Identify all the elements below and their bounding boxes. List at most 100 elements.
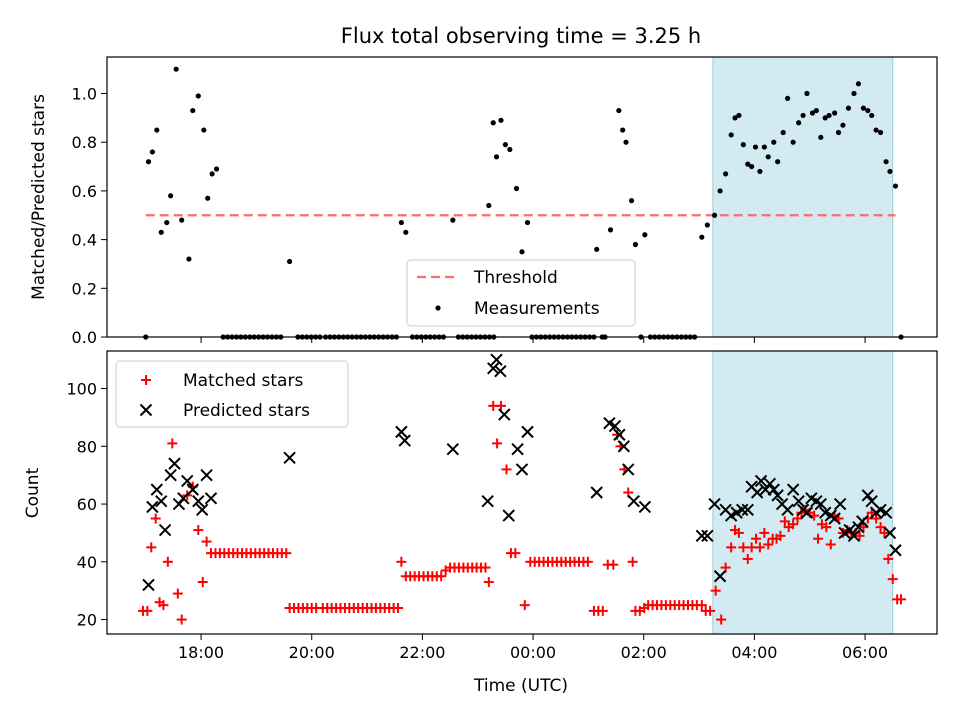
y-tick-label: 0.8 <box>72 133 97 152</box>
matched-legend-label: Matched stars <box>183 371 303 391</box>
measurement-point <box>869 112 875 119</box>
measurement-point <box>711 212 718 218</box>
measurement-point <box>195 93 201 99</box>
x-tick-label: 20:00 <box>289 643 335 662</box>
measurement-point <box>813 107 819 114</box>
measurement-point <box>835 129 842 136</box>
matched-star-point <box>150 513 161 524</box>
chart-title: Flux total observing time = 3.25 h <box>341 24 701 48</box>
measurement-point <box>855 81 862 87</box>
matched-star-point <box>779 516 790 527</box>
predicted-star-point <box>168 457 181 470</box>
measurement-point <box>632 241 639 248</box>
predicted-star-point <box>186 483 199 496</box>
matched-star-point <box>821 522 832 533</box>
measurement-point <box>892 183 899 189</box>
predicted-star-point <box>771 489 784 502</box>
predicted-star-point <box>617 440 631 453</box>
predicted-star-point <box>164 468 177 482</box>
x-tick-label: 18:00 <box>178 643 224 662</box>
matched-star-point <box>705 605 716 616</box>
measurement-point <box>845 105 852 111</box>
measurement-point <box>164 219 170 226</box>
matched-star-point <box>763 539 774 550</box>
measurement-point <box>887 168 893 175</box>
predicted-star-point <box>814 497 828 511</box>
bottom-y-axis-label: Count <box>23 467 43 518</box>
measurement-point <box>173 66 179 72</box>
matched-star-point <box>754 542 765 553</box>
matched-star-point <box>825 539 836 550</box>
predicted-star-point <box>150 483 164 496</box>
measurement-point <box>524 219 531 226</box>
matched-star-point <box>436 571 447 582</box>
measurement-point <box>699 234 705 240</box>
matched-star-point <box>396 556 407 567</box>
measurement-point <box>179 217 185 223</box>
measurement-point <box>398 219 404 226</box>
bottom-legend: Matched stars Predicted stars <box>115 360 349 428</box>
predicted-star-point <box>800 506 814 519</box>
measurement-point <box>607 227 614 233</box>
matched-star-point <box>162 556 173 567</box>
predicted-star-point <box>515 463 529 476</box>
predicted-star-point <box>847 529 861 543</box>
predicted-star-point <box>708 497 721 511</box>
matched-star-point <box>193 525 204 536</box>
measurement-point <box>851 90 857 97</box>
measurement-point <box>186 256 192 262</box>
predicted-star-point <box>590 486 603 499</box>
matched-star-point <box>146 542 157 553</box>
matched-star-point <box>883 553 894 564</box>
y-tick-label: 60 <box>77 495 97 514</box>
x-tick-label: 00:00 <box>510 643 556 662</box>
measurement-point <box>765 154 771 160</box>
measurement-point <box>883 159 889 165</box>
measurement-point <box>616 107 622 114</box>
predicted-star-point <box>828 512 841 525</box>
matched-star-point <box>483 577 494 588</box>
threshold-legend-label: Threshold <box>473 268 558 288</box>
matched-star-point <box>733 527 744 538</box>
predicted-star-point <box>608 419 622 433</box>
measurement-point <box>790 139 796 145</box>
measurement-point <box>205 195 211 201</box>
predicted-star-point <box>155 494 168 508</box>
matched-star-point <box>176 614 187 625</box>
predicted-star-point <box>494 365 507 378</box>
matched-star-point <box>495 400 506 411</box>
predicted-legend-swatch <box>139 403 153 417</box>
x-tick-label: 04:00 <box>731 643 777 662</box>
predicted-star-point <box>490 353 503 366</box>
measurement-point <box>507 146 513 153</box>
measurement-point <box>450 217 456 223</box>
measurement-point <box>513 185 520 192</box>
measurement-point <box>594 246 600 252</box>
measurement-point <box>486 202 492 209</box>
measurement-point <box>785 95 791 101</box>
predicted-star-point <box>487 362 500 375</box>
observing-window-shade <box>712 350 894 635</box>
x-tick-label: 22:00 <box>399 643 445 662</box>
predicted-star-point <box>283 451 296 465</box>
measurement-point <box>209 171 215 177</box>
x-axis-label: Time (UTC) <box>473 676 568 696</box>
measurement-point <box>832 110 838 116</box>
predicted-star-point <box>521 425 534 439</box>
matched-star-point <box>582 556 593 567</box>
axes-frame <box>106 350 938 635</box>
measurement-point <box>149 149 155 155</box>
predicted-star-point <box>192 494 205 508</box>
measurement-point <box>168 193 174 199</box>
predicted-star-point <box>158 523 172 537</box>
measurement-point <box>826 112 832 119</box>
y-tick-label: 80 <box>77 437 97 456</box>
measurement-point <box>796 120 802 126</box>
measurement-point <box>877 129 884 136</box>
predicted-star-point <box>786 483 800 496</box>
matched-star-point <box>492 438 503 449</box>
top-y-axis-label: Matched/Predicted stars <box>29 94 49 300</box>
measurement-point <box>498 117 504 123</box>
y-tick-label: 20 <box>77 611 97 630</box>
predicted-legend-label: Predicted stars <box>183 401 310 421</box>
